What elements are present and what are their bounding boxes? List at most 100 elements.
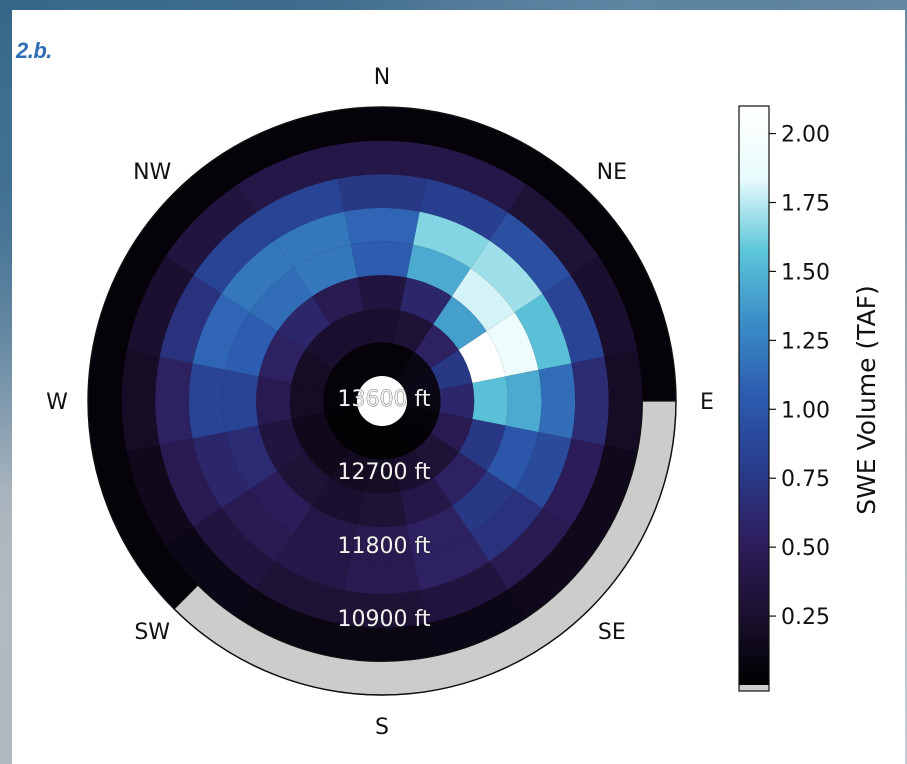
swe-cell	[598, 237, 671, 351]
swe-cell	[357, 275, 407, 311]
swe-cell	[137, 156, 238, 257]
colorbar-tick-label: 1.75	[781, 192, 830, 217]
no-data-arc	[87, 106, 677, 696]
swe-cell	[413, 211, 490, 269]
direction-label-n: N	[374, 65, 390, 90]
swe-cell	[399, 477, 452, 525]
swe-cell	[256, 561, 345, 624]
swe-cell	[312, 277, 365, 325]
colorbar-tick-label: 0.75	[781, 467, 830, 492]
swe-cell	[604, 350, 643, 452]
swe-cell	[159, 275, 222, 364]
colorbar-tick-label: 1.00	[781, 398, 830, 423]
swe-cell	[221, 489, 294, 562]
swe-cell	[433, 452, 487, 506]
swe-cell	[430, 412, 473, 453]
colorbar-tick-label: 0.50	[781, 536, 830, 561]
swe-cell	[188, 363, 226, 439]
swe-cell	[249, 470, 313, 534]
swe-cell	[505, 369, 542, 433]
swe-cell	[249, 268, 313, 332]
swe-cell	[439, 383, 475, 419]
swe-cell	[331, 623, 433, 662]
swe-cell	[121, 350, 160, 452]
swe-cell	[221, 240, 294, 313]
swe-cell	[364, 458, 400, 494]
swe-cell	[395, 414, 431, 450]
swe-cell	[291, 349, 334, 390]
swe-cell	[451, 470, 515, 534]
swe-cell	[305, 433, 350, 478]
swe-cell	[472, 376, 508, 426]
plot-outline	[87, 106, 677, 696]
swe-cell	[430, 349, 473, 390]
colorbar-gradient	[739, 106, 769, 685]
swe-cell	[451, 268, 515, 332]
colorbar-frame	[738, 105, 770, 692]
swe-cell	[542, 275, 605, 364]
swe-cell	[277, 452, 331, 506]
swe-cell	[344, 557, 420, 595]
ring-label: 11800 ft	[338, 534, 431, 559]
swe-cell	[364, 308, 400, 344]
ring-labels: 13600 ft 12700 ft 11800 ft 10900 ft	[337, 387, 431, 633]
swe-cell	[165, 526, 257, 618]
swe-cell	[414, 324, 459, 369]
swe-cell	[357, 491, 407, 527]
swe-cell	[165, 184, 257, 276]
direction-label-sw: SW	[134, 620, 170, 645]
swe-cell	[507, 526, 599, 618]
swe-cell	[350, 241, 414, 278]
swe-cell	[406, 244, 471, 297]
swe-cell	[486, 425, 539, 490]
swe-cell	[88, 343, 127, 459]
swe-cell	[514, 293, 572, 370]
ring-label: 10900 ft	[338, 607, 431, 632]
swe-cell	[312, 477, 365, 525]
swe-cell	[393, 310, 434, 353]
swe-cell	[291, 412, 334, 453]
swe-cell	[458, 331, 506, 384]
swe-cell	[330, 449, 371, 492]
swe-cell	[93, 451, 166, 565]
swe-cell	[402, 368, 440, 397]
swe-cell	[542, 438, 605, 527]
direction-label-nw: NW	[133, 160, 171, 185]
direction-label-ne: NE	[597, 160, 627, 185]
swe-cell	[393, 449, 434, 492]
swe-cell	[413, 533, 490, 591]
swe-cell	[344, 207, 420, 245]
swe-cell	[126, 445, 194, 546]
swe-cell	[126, 256, 194, 357]
center-hole	[357, 376, 407, 426]
swe-cell	[193, 212, 275, 294]
swe-cell	[237, 589, 338, 657]
swe-cell	[458, 418, 506, 471]
swe-cell	[323, 389, 358, 413]
swe-cell	[538, 363, 576, 439]
ring-label: 13600 ft	[338, 387, 431, 412]
swe-cell	[426, 589, 527, 657]
swe-cell	[159, 438, 222, 527]
direction-label-s: S	[375, 715, 389, 740]
colorbar-label: SWE Volume (TAF)	[852, 285, 881, 515]
swe-cell	[432, 112, 546, 185]
swe-cell	[237, 145, 338, 213]
swe-cell	[570, 256, 638, 357]
swe-cell	[274, 533, 351, 591]
swe-cell	[333, 414, 369, 450]
swe-cell	[193, 508, 275, 590]
swe-cell	[507, 184, 599, 276]
swe-cell	[406, 389, 441, 413]
swe-cell	[370, 425, 394, 460]
swe-cell	[192, 293, 250, 370]
swe-cell	[293, 244, 358, 297]
swe-cell	[155, 356, 193, 446]
swe-cell	[256, 376, 292, 426]
swe-cell	[419, 178, 508, 241]
swe-cell	[192, 432, 250, 509]
swe-cell	[419, 561, 508, 624]
swe-cell	[225, 425, 278, 490]
swe-cell	[433, 296, 487, 350]
swe-cell	[324, 405, 362, 434]
